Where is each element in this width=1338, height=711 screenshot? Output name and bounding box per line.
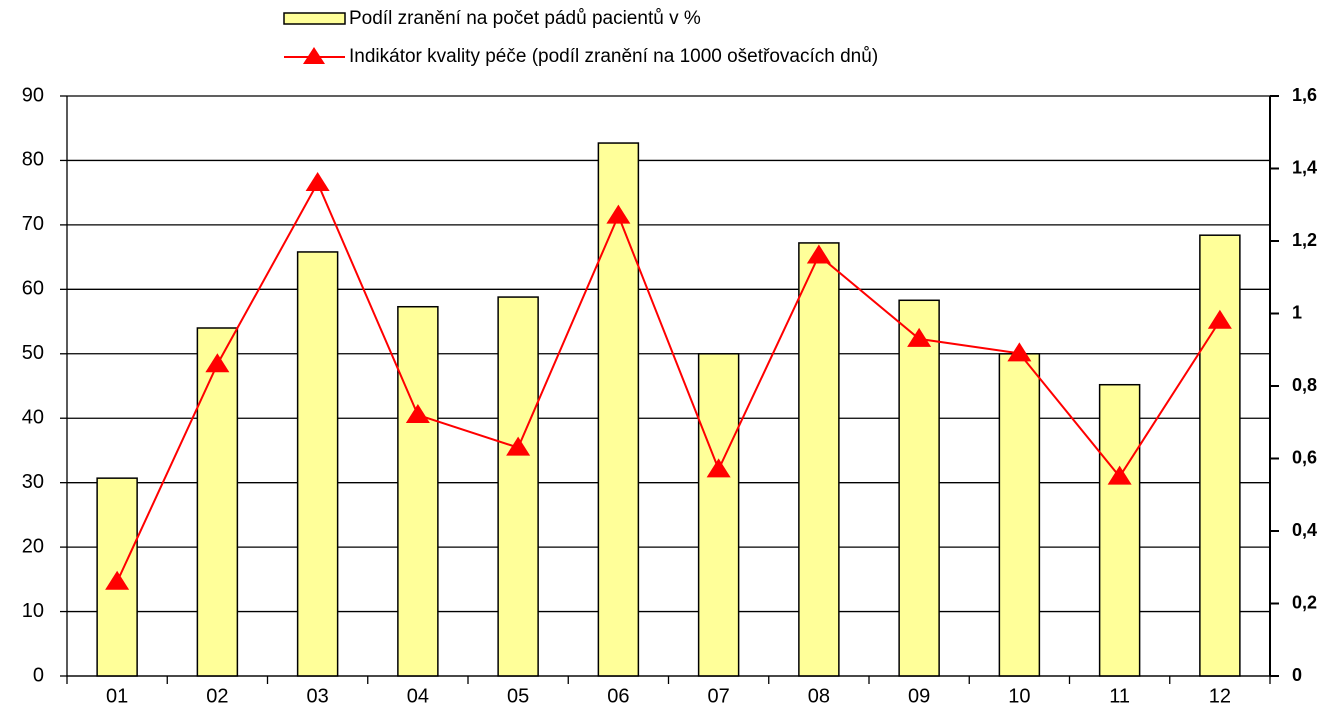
marker bbox=[1207, 309, 1232, 329]
marker bbox=[706, 458, 731, 478]
legend-label: Podíl zranění na počet pádů pacientů v % bbox=[349, 8, 701, 29]
y2-tick-label: 1,6 bbox=[1292, 85, 1317, 105]
y-tick-label: 70 bbox=[22, 213, 44, 235]
y2-tick-label: 1,4 bbox=[1292, 157, 1317, 177]
x-tick-label: 03 bbox=[307, 685, 329, 707]
y-tick-label: 90 bbox=[22, 84, 44, 106]
bar bbox=[798, 242, 840, 677]
marker bbox=[205, 353, 230, 373]
marker bbox=[806, 244, 831, 264]
x-tick-label: 12 bbox=[1209, 685, 1231, 707]
bar bbox=[1098, 383, 1141, 677]
legend-swatch bbox=[283, 12, 346, 25]
bar bbox=[898, 299, 940, 677]
marker bbox=[506, 436, 531, 456]
x-tick-label: 06 bbox=[607, 685, 629, 707]
x-tick-label: 05 bbox=[507, 685, 529, 707]
bar bbox=[397, 305, 439, 677]
line bbox=[116, 180, 1221, 583]
bar bbox=[998, 353, 1041, 677]
marker bbox=[105, 570, 130, 590]
x-tick-label: 09 bbox=[908, 685, 930, 707]
y-tick-label: 10 bbox=[22, 600, 44, 622]
bar bbox=[296, 251, 339, 677]
marker bbox=[606, 204, 631, 224]
x-tick-label: 08 bbox=[808, 685, 830, 707]
marker bbox=[1007, 342, 1032, 362]
x-tick-label: 11 bbox=[1109, 685, 1130, 707]
x-tick-label: 01 bbox=[106, 685, 128, 707]
y-tick-label: 40 bbox=[22, 407, 44, 429]
bar bbox=[196, 327, 239, 677]
y-tick-label: 50 bbox=[22, 342, 44, 364]
y-tick-label: 20 bbox=[22, 535, 44, 557]
marker bbox=[1107, 465, 1132, 485]
y2-tick-label: 1,2 bbox=[1292, 230, 1317, 250]
x-tick-label: 10 bbox=[1008, 685, 1030, 707]
x-tick-label: 02 bbox=[206, 685, 228, 707]
y2-tick-label: 0,2 bbox=[1292, 592, 1317, 612]
bar bbox=[697, 353, 740, 677]
x-tick-label: 04 bbox=[407, 685, 429, 707]
bar bbox=[497, 296, 539, 677]
marker bbox=[907, 327, 932, 347]
y2-tick-label: 0,6 bbox=[1292, 447, 1317, 467]
marker bbox=[305, 172, 330, 191]
y2-tick-label: 0 bbox=[1292, 665, 1302, 685]
x-tick-label: 07 bbox=[708, 685, 730, 707]
legend-label: Indikátor kvality péče (podíl zranění na… bbox=[349, 46, 878, 67]
y-tick-label: 80 bbox=[22, 149, 44, 171]
bar bbox=[1199, 234, 1241, 677]
y2-tick-label: 0,4 bbox=[1292, 520, 1317, 540]
y-tick-label: 30 bbox=[22, 471, 44, 493]
y2-tick-label: 1 bbox=[1292, 302, 1302, 322]
marker bbox=[405, 404, 430, 423]
legend-marker bbox=[303, 47, 325, 64]
y-tick-label: 60 bbox=[22, 278, 44, 300]
y2-tick-label: 0,8 bbox=[1292, 375, 1317, 395]
y-tick-label: 0 bbox=[33, 664, 44, 686]
